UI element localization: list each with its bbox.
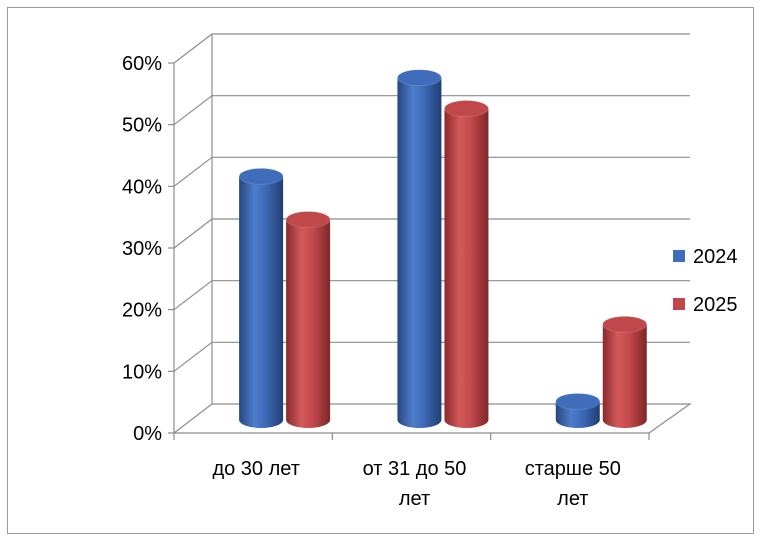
bar-top-2025-2 [602, 315, 648, 333]
bar-2025-2 [602, 324, 647, 428]
x-tick-label: лет [399, 488, 430, 510]
chart-frame [7, 7, 754, 534]
y-tick-label: 20% [122, 300, 162, 322]
bar-top-2025-0 [285, 211, 331, 229]
x-tick-label: лет [557, 488, 588, 510]
bar-top-2024-0 [238, 167, 284, 185]
gridline-side [173, 341, 213, 372]
gridline-side [173, 156, 213, 187]
gridline-side [173, 218, 213, 249]
bar-2024-0 [239, 176, 284, 428]
legend-swatch [673, 250, 685, 262]
y-tick-label: 10% [122, 361, 162, 383]
y-tick-label: 0% [133, 423, 162, 445]
bar-2025-1 [444, 108, 489, 428]
y-tick-label: 30% [122, 238, 162, 260]
bar-2024-1 [397, 77, 442, 428]
gridline-side [173, 95, 213, 126]
legend-swatch [673, 298, 685, 310]
x-tick-label: старше 50 [525, 458, 621, 480]
bar-top-2025-1 [443, 100, 489, 118]
x-tick-label: от 31 до 50 [363, 458, 467, 480]
bar-top-2024-2 [555, 392, 601, 410]
bar-top-2024-1 [396, 69, 442, 87]
axes [168, 34, 692, 440]
legend-label: 2025 [693, 294, 738, 316]
bars [238, 69, 648, 428]
labels: 0% 10% 20% 30% 40% 50% 60% до 30 лет от 31 до 50… [122, 53, 621, 510]
gridline-side [173, 280, 213, 311]
legend: 2024 2025 [673, 246, 738, 316]
y-tick-label: 60% [122, 53, 162, 75]
legend-label: 2024 [693, 246, 738, 268]
gridline-side [173, 33, 213, 64]
bar-2025-0 [286, 219, 331, 428]
y-tick-label: 50% [122, 115, 162, 137]
y-tick-label: 40% [122, 176, 162, 198]
x-tick-label: до 30 лет [212, 458, 299, 480]
